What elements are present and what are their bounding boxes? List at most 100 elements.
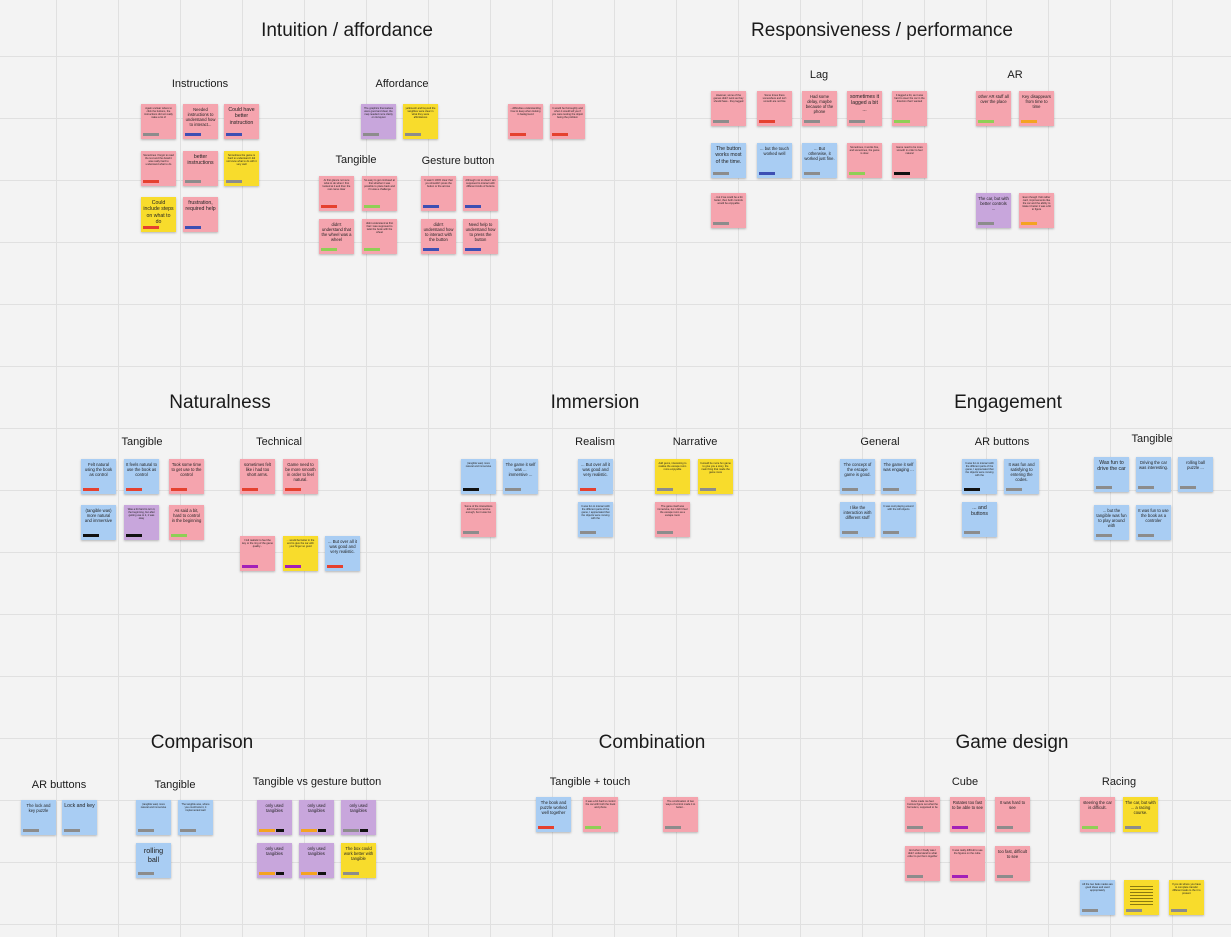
sticky-note[interactable]: ... but the touch worked well (757, 143, 792, 178)
sticky-note[interactable]: Even though I felt rather card, improvem… (1019, 193, 1054, 228)
sticky-note[interactable]: ... and buttons (962, 502, 997, 537)
sticky-note[interactable]: ... But over all it was good and very re… (325, 536, 360, 571)
sticky-note[interactable]: Was a bit hard to turn it, the beginning… (124, 505, 159, 540)
sticky-note[interactable]: The tangible was, where you could twist … (178, 800, 213, 835)
sticky-note[interactable]: As said a bit, hard to control in the be… (169, 505, 204, 540)
sticky-note[interactable]: And when I finally was I didn't understa… (905, 846, 940, 881)
sticky-note[interactable]: better instructions (183, 151, 218, 186)
sticky-note[interactable]: Again unclear where to click the buttons… (141, 104, 176, 139)
sticky-note[interactable]: It wasn't 100% clear that you shouldn't … (421, 176, 456, 211)
sticky-note[interactable]: Felt natural using the book as control (81, 459, 116, 494)
sticky-note[interactable]: The car, but with better controls ... (976, 193, 1011, 228)
sticky-note[interactable]: Needed instructions to understand how to… (183, 104, 218, 139)
sticky-note[interactable]: Some times there somewhere and isn't smo… (757, 91, 792, 126)
sticky-note[interactable]: Although not so clear I am supposed to i… (463, 176, 498, 211)
sticky-note[interactable]: The concept of the escape game is good. (840, 459, 875, 494)
sticky-note[interactable]: (tangible was) more natural and immersiv… (461, 459, 496, 494)
sticky-note[interactable]: rolling ball puzzle ... (1178, 457, 1213, 492)
sticky-note[interactable]: yellow-ish and beyond the tangibles were… (403, 104, 438, 139)
sticky-note[interactable]: The lock and key puzzle (21, 800, 56, 835)
sticky-note[interactable]: I felt realistic to feel the key or the … (240, 536, 275, 571)
sticky-note[interactable]: only used tangibles (299, 843, 334, 878)
sticky-note[interactable]: only used tangibles (257, 800, 292, 835)
sticky-note[interactable]: It was fun and satisfying to entering th… (1004, 459, 1039, 494)
sticky-note-text: It was really difficult to see the figur… (952, 849, 983, 856)
sticky-note[interactable]: It was really difficult to see the figur… (950, 846, 985, 881)
sticky-note[interactable]: Lock and key (62, 800, 97, 835)
sticky-note[interactable]: steering the car is difficult. (1080, 797, 1115, 832)
sticky-note-text: (tangible was) more natural and immersiv… (84, 508, 113, 524)
sticky-note[interactable]: So easy to get confused at first whether… (362, 176, 397, 211)
sticky-note[interactable]: ...difficulties understanding how to kee… (508, 104, 543, 139)
sticky-note[interactable]: Game need to be more smooth in order to … (283, 459, 318, 494)
sticky-note[interactable]: didnt understand at first that I was sup… (362, 219, 397, 254)
sticky-note[interactable]: (tangible was) more natural and immersiv… (136, 800, 171, 835)
author-tag (405, 133, 421, 136)
sticky-note[interactable]: Sometimes the game is hard to understand… (224, 151, 259, 186)
sticky-note-text: other AR stuff all over the place (978, 94, 1009, 105)
sticky-note[interactable]: The book and puzzle worked well together (536, 797, 571, 832)
sticky-note[interactable]: (tangible was) more natural and immersiv… (81, 505, 116, 540)
sticky-note[interactable]: Some of the interactions didn't feel imm… (461, 502, 496, 537)
sticky-note[interactable]: only used tangibles (299, 800, 334, 835)
sticky-note[interactable]: The combination of two ways of control m… (663, 797, 698, 832)
sticky-note[interactable]: Was fun to drive the car (1094, 457, 1129, 492)
sticky-note[interactable]: didn't understand how to interact with t… (421, 219, 456, 254)
author-tag (952, 826, 968, 829)
sticky-note[interactable]: It was fun to use the book as a controle… (1136, 505, 1171, 540)
sticky-note[interactable]: I like the interaction with different st… (840, 502, 875, 537)
sticky-note[interactable]: Could include steps on what to do (141, 197, 176, 232)
sticky-note[interactable]: All the two fade mades are good ideas an… (1080, 880, 1115, 915)
sticky-note[interactable]: Game need to be more smooth in order to … (892, 143, 927, 178)
sticky-note[interactable]: ... But otherwise, it worked just fine. (802, 143, 837, 178)
sticky-note[interactable]: too fast, difficult to see (995, 846, 1030, 881)
sticky-note[interactable]: It lagged a bit, as it was hard to steer… (892, 91, 927, 126)
sticky-note[interactable]: Rotates too fast to be able to see (950, 797, 985, 832)
sticky-note[interactable]: ... would be better in the end to give t… (283, 536, 318, 571)
sticky-note[interactable]: The game it self was ... immersive ... (503, 459, 538, 494)
sticky-note[interactable]: The graphics themselves were good and cl… (361, 104, 396, 139)
sticky-note[interactable]: Sometimes, it works fine, and sometimes,… (847, 143, 882, 178)
sticky-note[interactable]: It feels natural to use the book as cont… (124, 459, 159, 494)
sticky-note[interactable]: The button works most of the time. (711, 143, 746, 178)
sticky-note[interactable]: Sometimes I forgot to read the text and … (141, 151, 176, 186)
sticky-note[interactable]: Cube made me feel. Curious figure out wh… (905, 797, 940, 832)
sticky-note[interactable]: only used tangibles (341, 800, 376, 835)
sticky-note[interactable]: The car, but with ... a racing course. (1123, 797, 1158, 832)
sticky-note[interactable]: sometimes it lagged a bit ... (847, 91, 882, 126)
sticky-note[interactable]: ... but the tangible was fun to play aro… (1094, 505, 1129, 540)
sticky-note[interactable]: frustration, required help (183, 197, 218, 232)
sticky-note[interactable]: ... But over all it was good and very re… (578, 459, 613, 494)
author-tag (301, 829, 317, 832)
sticky-note[interactable]: Add gems, interesting to realise the esc… (655, 459, 690, 494)
sticky-note[interactable]: The game it self was engaging ... (881, 459, 916, 494)
sticky-note[interactable]: The box could work better with tangible (341, 843, 376, 878)
sticky-note[interactable]: Could have better instruction (224, 104, 259, 139)
sticky-note[interactable]: Key disappears from time to time (1019, 91, 1054, 126)
sticky-note[interactable]: didn't understand that the wheel was a w… (319, 219, 354, 254)
sticky-note[interactable] (1124, 880, 1159, 915)
sticky-note-text: The game itself was immersive, but I did… (657, 505, 688, 518)
sticky-note[interactable]: Took some time to get use to the control (169, 459, 204, 494)
sticky-note[interactable]: It was hard to see (995, 797, 1030, 832)
sticky-note[interactable]: rolling ball (136, 843, 171, 878)
sticky-note[interactable]: It would be more fun game to give you a … (698, 459, 733, 494)
sticky-note[interactable]: sometimes felt like i had too short arms… (240, 459, 275, 494)
sticky-note[interactable]: It would be thoroughly and when it would… (550, 104, 585, 139)
sticky-note[interactable]: However, some of the games didn't work a… (711, 91, 746, 126)
sticky-note[interactable]: only used tangibles (257, 843, 292, 878)
sticky-note[interactable]: It was fun to interact with the differen… (578, 502, 613, 537)
sticky-note[interactable]: Need help to understand how to press the… (463, 219, 498, 254)
sticky-note[interactable]: If you do where you have to complete tra… (1169, 880, 1204, 915)
sticky-note-text: Even though I felt rather card, improvem… (1022, 196, 1051, 212)
sticky-note[interactable]: ...but if we could be a bit better, then… (711, 193, 746, 228)
sticky-note[interactable]: It was cool playing around with the AR o… (881, 502, 916, 537)
author-tag (580, 488, 596, 491)
sticky-note[interactable]: It was fun to interact with the differen… (962, 459, 997, 494)
sticky-note[interactable]: Had some delay, maybe because of the pho… (802, 91, 837, 126)
sticky-note[interactable]: Driving the car was interesting. (1136, 457, 1171, 492)
sticky-note[interactable]: At first glance not sure what to do when… (319, 176, 354, 211)
sticky-note[interactable]: other AR stuff all over the place (976, 91, 1011, 126)
sticky-note[interactable]: It was a bit hard to control the car wit… (583, 797, 618, 832)
sticky-note[interactable]: The game itself was immersive, but I did… (655, 502, 690, 537)
